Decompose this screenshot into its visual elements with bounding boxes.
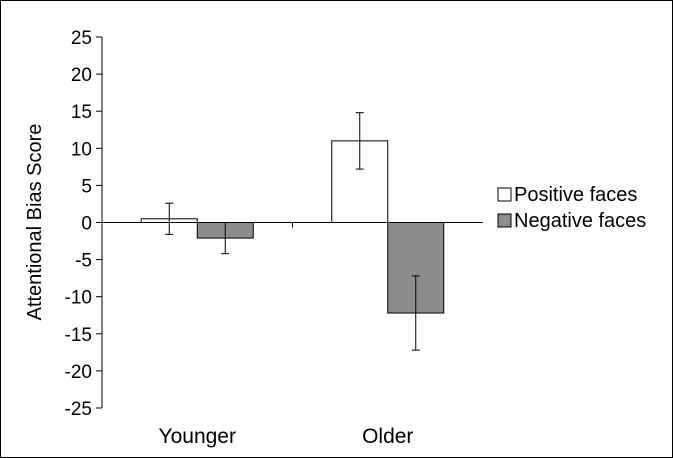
y-tick-label: -20 xyxy=(65,362,92,383)
legend-label: Negative faces xyxy=(514,210,646,232)
error-bars-layer xyxy=(165,112,420,351)
y-tick-label: -5 xyxy=(75,251,92,272)
y-tick-label: 20 xyxy=(71,65,92,86)
bar-positive-faces-older xyxy=(331,140,389,224)
y-tick-label: -15 xyxy=(65,325,92,346)
y-tick-label: -10 xyxy=(65,288,92,309)
legend-label: Positive faces xyxy=(514,184,637,206)
y-tick-label: 0 xyxy=(81,214,92,235)
y-tick-label: 5 xyxy=(81,176,92,197)
y-axis-title: Attentional Bias Score xyxy=(24,124,46,321)
y-tick-label: -25 xyxy=(65,399,92,420)
y-tick-label: 25 xyxy=(71,28,92,49)
legend: Positive faces Negative faces xyxy=(497,184,646,232)
x-category-label: Younger xyxy=(159,425,236,448)
legend-swatch-negative-faces xyxy=(497,213,512,228)
y-tick-label: 15 xyxy=(71,102,92,123)
legend-swatch-positive-faces xyxy=(497,187,512,202)
labels-layer: 25 20 15 10 5 0 -5 -10 -15 -20 -25 Younger Older xyxy=(65,28,414,448)
y-tick-label: 10 xyxy=(71,139,92,160)
x-category-label: Older xyxy=(362,425,413,448)
